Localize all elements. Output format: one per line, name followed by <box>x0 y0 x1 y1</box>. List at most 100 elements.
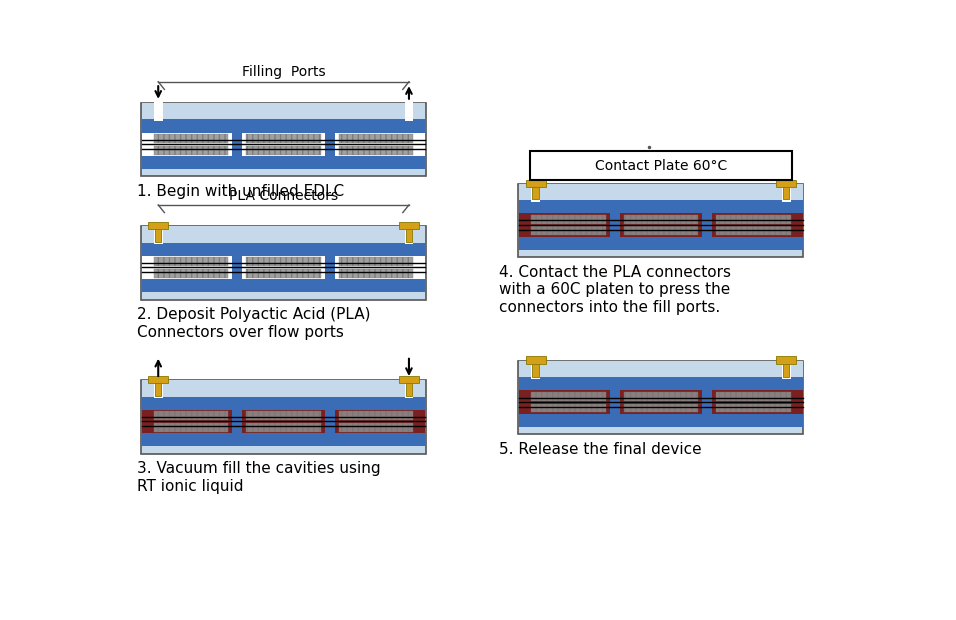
Bar <box>148 222 168 229</box>
Bar <box>399 222 419 229</box>
Bar <box>155 382 162 396</box>
Bar <box>339 269 413 278</box>
Bar <box>141 104 425 120</box>
Bar <box>716 404 791 412</box>
Bar <box>783 363 790 376</box>
Bar <box>623 404 698 412</box>
Bar <box>532 226 605 236</box>
Bar <box>610 213 619 237</box>
Bar <box>154 134 228 143</box>
Bar <box>716 392 791 401</box>
Bar <box>404 379 413 398</box>
Bar <box>154 257 228 266</box>
Bar <box>623 392 698 401</box>
Bar <box>141 120 425 133</box>
Bar <box>154 411 228 420</box>
Bar <box>154 225 163 244</box>
Bar <box>532 404 605 412</box>
Bar <box>141 381 425 397</box>
Bar <box>247 423 321 432</box>
Text: 3. Vacuum fill the cavities using
RT ionic liquid: 3. Vacuum fill the cavities using RT ion… <box>138 461 380 494</box>
Bar <box>154 269 228 278</box>
Bar <box>325 255 335 279</box>
Bar <box>141 104 426 177</box>
Bar <box>519 378 803 391</box>
Bar <box>154 269 228 278</box>
Bar <box>339 423 413 432</box>
Bar <box>154 102 163 121</box>
Bar <box>141 279 425 292</box>
Bar <box>519 213 803 237</box>
Bar <box>716 226 791 236</box>
Bar <box>405 382 412 396</box>
Bar <box>155 228 162 242</box>
Bar <box>532 363 538 376</box>
Bar <box>141 242 425 255</box>
Bar <box>325 133 335 156</box>
Bar <box>519 184 803 200</box>
Bar <box>339 411 413 420</box>
Bar <box>716 215 791 224</box>
Bar <box>783 186 790 200</box>
Bar <box>519 237 803 250</box>
Bar <box>232 255 242 279</box>
Text: Filling  Ports: Filling Ports <box>242 65 325 79</box>
Bar <box>776 180 796 187</box>
Bar <box>703 391 712 414</box>
Bar <box>716 404 791 412</box>
Text: 1. Begin with unfilled EDLC: 1. Begin with unfilled EDLC <box>138 184 344 199</box>
Bar <box>154 134 228 143</box>
Bar <box>532 392 605 401</box>
Bar <box>526 356 546 363</box>
Bar <box>623 404 698 412</box>
Bar <box>532 182 540 202</box>
Bar <box>141 156 425 169</box>
Bar <box>532 215 605 224</box>
Bar <box>339 134 413 143</box>
Bar <box>247 134 321 143</box>
Bar <box>141 226 425 242</box>
Bar <box>339 146 413 154</box>
Bar <box>339 257 413 266</box>
Bar <box>154 146 228 154</box>
Text: 4. Contact the PLA connectors
with a 60C platen to press the
connectors into the: 4. Contact the PLA connectors with a 60C… <box>499 265 731 315</box>
Bar <box>404 225 413 244</box>
Bar <box>325 410 335 433</box>
Bar <box>141 226 426 299</box>
Bar <box>339 423 413 432</box>
Bar <box>532 186 538 200</box>
Bar <box>782 360 791 379</box>
Bar <box>532 226 605 236</box>
Bar <box>154 423 228 432</box>
Bar <box>399 376 419 383</box>
Bar <box>141 397 425 410</box>
Bar <box>339 134 413 143</box>
Bar <box>716 215 791 224</box>
Bar <box>519 391 803 414</box>
Bar <box>154 423 228 432</box>
Bar <box>532 404 605 412</box>
Bar <box>141 133 425 156</box>
Bar <box>623 215 698 224</box>
Bar <box>154 411 228 420</box>
Bar <box>232 133 242 156</box>
Bar <box>247 411 321 420</box>
Bar <box>623 215 698 224</box>
Bar <box>247 411 321 420</box>
Bar <box>519 361 803 378</box>
Bar <box>247 257 321 266</box>
Bar <box>532 392 605 401</box>
Bar <box>623 226 698 236</box>
Bar <box>339 411 413 420</box>
Bar <box>141 433 425 446</box>
Bar <box>247 146 321 154</box>
Bar <box>519 414 803 427</box>
Bar <box>404 102 413 121</box>
Bar <box>232 410 242 433</box>
Bar <box>530 151 792 180</box>
Bar <box>518 361 803 435</box>
Text: 2. Deposit Polyactic Acid (PLA)
Connectors over flow ports: 2. Deposit Polyactic Acid (PLA) Connecto… <box>138 308 371 340</box>
Text: Contact Plate 60°C: Contact Plate 60°C <box>595 159 727 172</box>
Bar <box>716 226 791 236</box>
Bar <box>247 423 321 432</box>
